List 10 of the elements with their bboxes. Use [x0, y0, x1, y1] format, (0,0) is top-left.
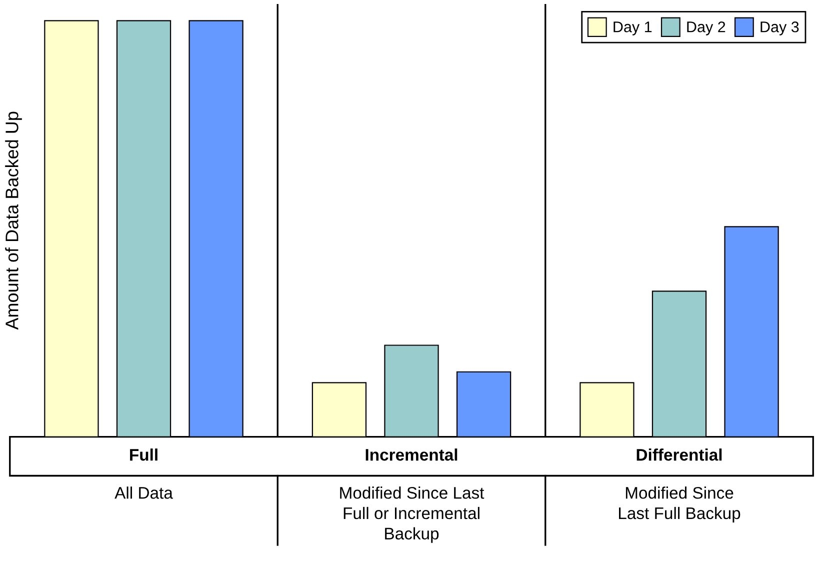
y-axis-title: Amount of Data Backed Up: [5, 112, 22, 330]
legend-label: Day 1: [614, 22, 652, 36]
text: Modified Since Last Full or Incremental Backup: [340, 486, 484, 543]
text: Modified Since Last Full Backup: [619, 486, 740, 522]
legend-label: Day 3: [760, 21, 799, 36]
x-tick-label: Differential: [636, 448, 722, 461]
text: All Data: [114, 486, 173, 499]
legend-label: Day 2: [687, 21, 726, 36]
x-tick-label: Full: [130, 448, 158, 461]
x-tick-label: Incremental: [366, 448, 458, 461]
